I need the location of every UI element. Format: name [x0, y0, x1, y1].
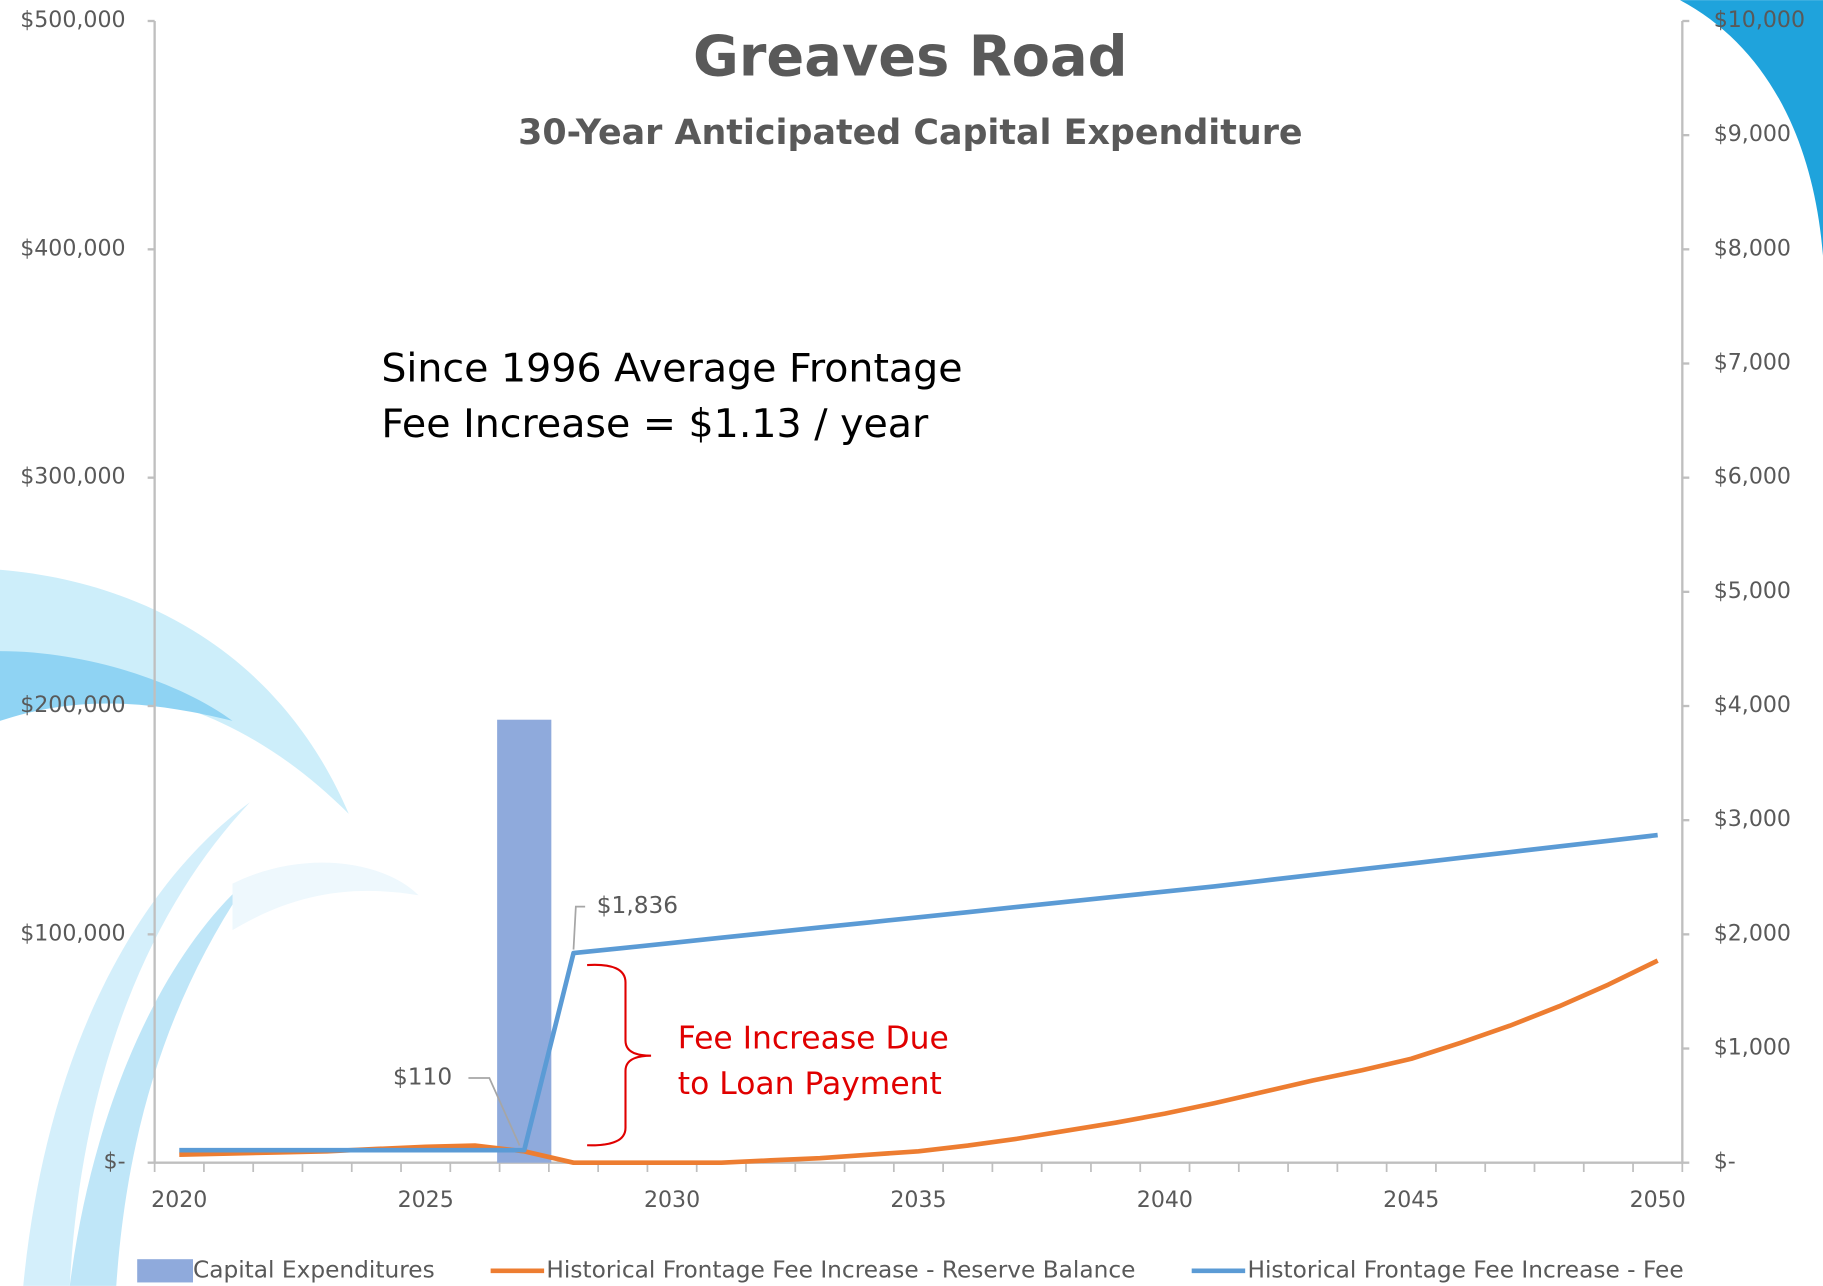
legend-swatch [137, 1259, 193, 1283]
annotation: Fee Increase Due [678, 1020, 949, 1056]
annotation: Fee Increase = $1.13 / year [381, 401, 929, 447]
y2-tick-label: $9,000 [1714, 122, 1791, 147]
bar [497, 719, 552, 1163]
x-tick-label: 2030 [644, 1188, 700, 1213]
y2-tick-label: $1,000 [1714, 1036, 1791, 1061]
x-tick-label: 2020 [151, 1188, 207, 1213]
legend-label: Capital Expenditures [193, 1256, 435, 1283]
chart-title: Greaves Road [693, 25, 1128, 90]
data-label: $110 [393, 1064, 452, 1091]
chart-subtitle: 30-Year Anticipated Capital Expenditure [518, 113, 1303, 153]
data-label: $1,836 [597, 892, 678, 919]
y2-tick-label: $7,000 [1714, 351, 1791, 376]
leader-line [468, 1077, 521, 1146]
brace [587, 963, 652, 1147]
x-tick-label: 2035 [890, 1188, 946, 1213]
y2-tick-label: $4,000 [1714, 693, 1791, 718]
annotation: to Loan Payment [678, 1066, 942, 1102]
y2-tick-label: $8,000 [1714, 236, 1791, 261]
y2-tick-label: $10,000 [1714, 8, 1805, 33]
leader-line [572, 905, 586, 950]
line [179, 832, 1658, 1153]
y2-tick-label: $5,000 [1714, 579, 1791, 604]
y2-tick-label: $6,000 [1714, 465, 1791, 490]
legend-label: Historical Frontage Fee Increase - Reser… [546, 1256, 1135, 1283]
y-tick-label: $500,000 [20, 8, 125, 33]
y2-tick-label: $- [1714, 1150, 1736, 1175]
x-tick-label: 2050 [1630, 1188, 1686, 1213]
y2-tick-label: $2,000 [1714, 921, 1791, 946]
y-tick-label: $200,000 [20, 693, 125, 718]
legend-label: Historical Frontage Fee Increase - Fee [1247, 1256, 1683, 1283]
x-tick-label: 2040 [1137, 1188, 1193, 1213]
line [179, 958, 1659, 1166]
y-tick-label: $- [104, 1150, 126, 1175]
y-tick-label: $100,000 [20, 921, 125, 946]
y2-tick-label: $3,000 [1714, 807, 1791, 832]
y-tick-label: $300,000 [20, 465, 125, 490]
x-tick-label: 2025 [398, 1188, 454, 1213]
annotation: Since 1996 Average Frontage [381, 345, 962, 391]
x-tick-label: 2045 [1383, 1188, 1439, 1213]
y-tick-label: $400,000 [20, 236, 125, 261]
